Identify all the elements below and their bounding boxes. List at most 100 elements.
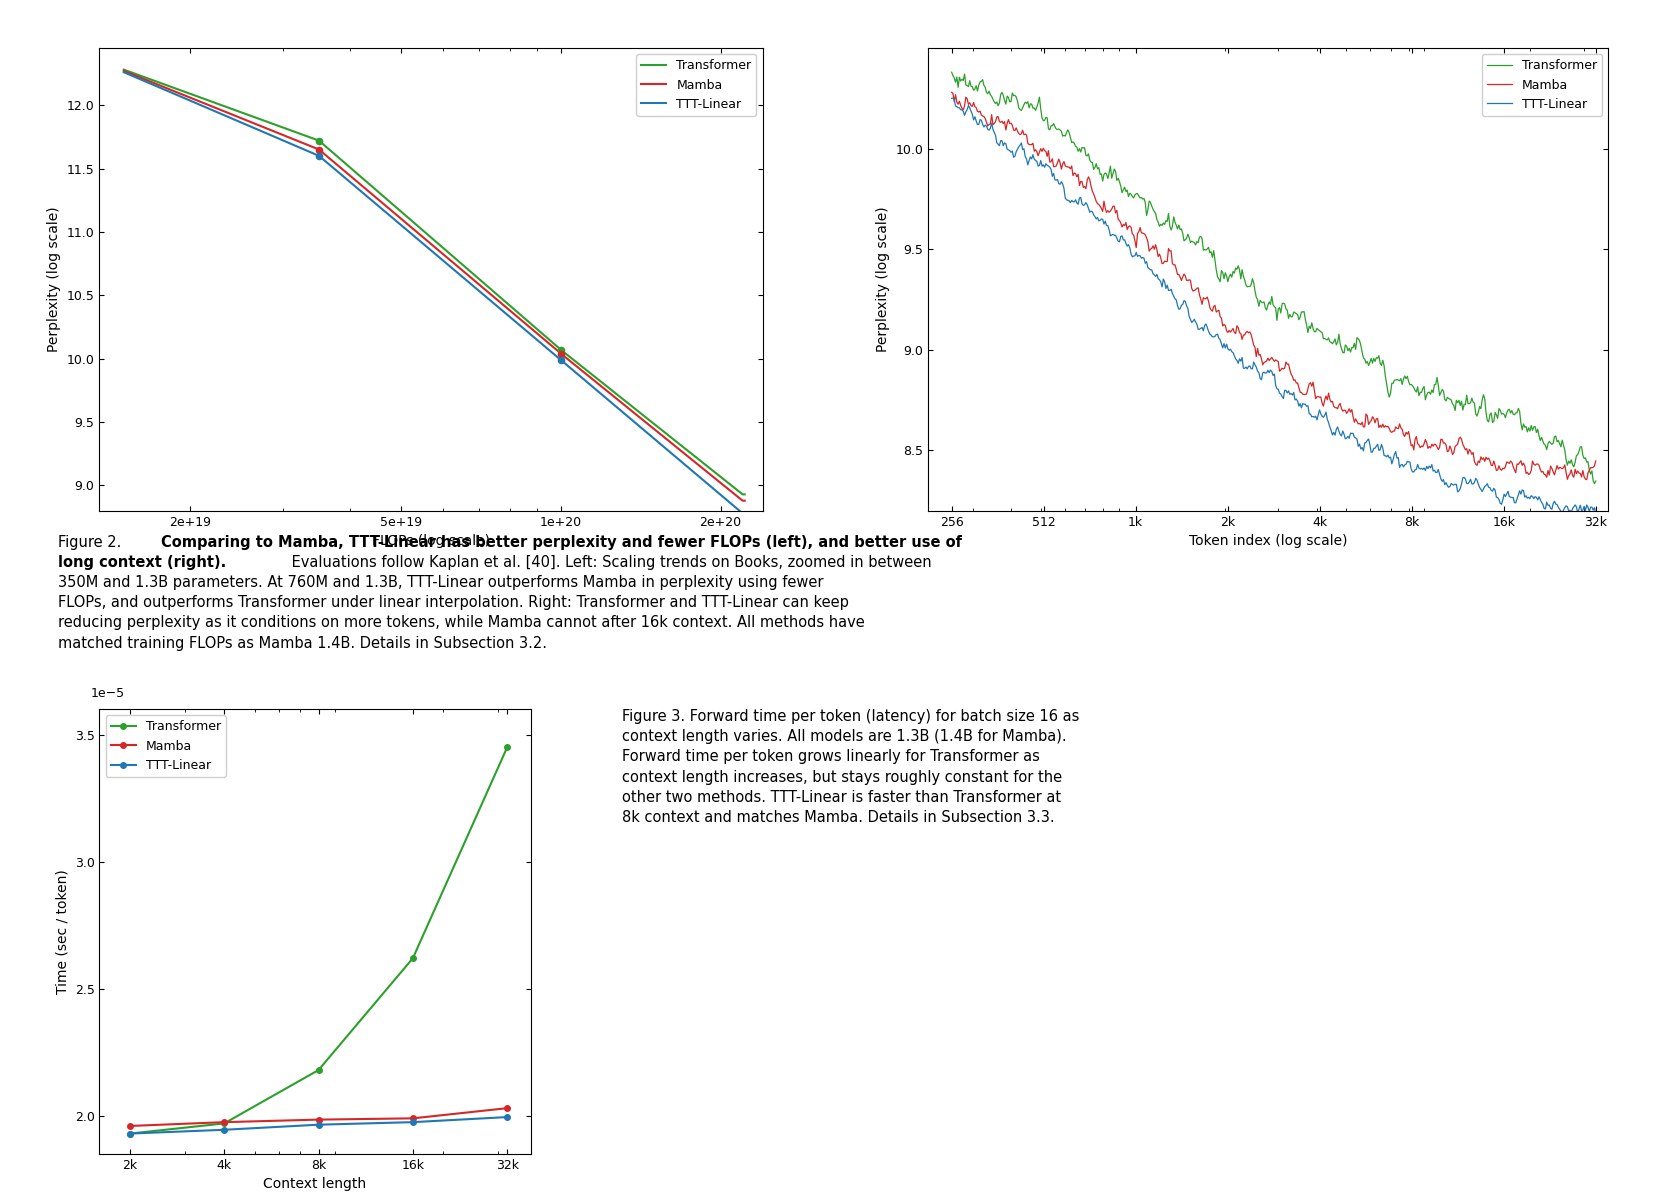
TTT-Linear xyxy=(119,1126,139,1141)
Point xyxy=(305,131,331,150)
Mamba xyxy=(484,290,504,304)
TTT-Linear xyxy=(494,304,514,319)
TTT-Linear xyxy=(1248,365,1268,380)
X-axis label: Token index (log scale): Token index (log scale) xyxy=(1188,534,1347,548)
Mamba xyxy=(941,85,961,100)
Transformer xyxy=(1246,292,1266,307)
Text: context length varies. All models are 1.3B (1.4B for Mamba).: context length varies. All models are 1.… xyxy=(621,730,1065,744)
Text: matched training FLOPs as Mamba 1.4B. Details in Subsection 3.2.: matched training FLOPs as Mamba 1.4B. De… xyxy=(58,636,547,650)
TTT-Linear xyxy=(1470,482,1490,496)
Transformer xyxy=(1324,332,1344,346)
Y-axis label: Perplexity (log scale): Perplexity (log scale) xyxy=(875,207,890,352)
Mamba xyxy=(119,1119,139,1133)
Transformer xyxy=(403,951,423,965)
Line: Mamba: Mamba xyxy=(128,1106,510,1129)
Mamba xyxy=(1324,400,1344,415)
Transformer xyxy=(676,442,696,457)
Mamba xyxy=(114,64,134,78)
Point xyxy=(305,147,331,166)
Mamba xyxy=(1468,456,1488,470)
Point xyxy=(547,340,573,359)
Transformer xyxy=(1569,440,1589,454)
Mamba xyxy=(403,1111,423,1125)
Mamba xyxy=(732,494,752,508)
Transformer xyxy=(636,411,656,426)
Legend: Transformer, Mamba, TTT-Linear: Transformer, Mamba, TTT-Linear xyxy=(636,54,756,115)
Transformer xyxy=(116,64,136,78)
TTT-Linear xyxy=(1291,400,1311,415)
Point xyxy=(305,139,331,159)
Mamba xyxy=(676,448,696,463)
TTT-Linear xyxy=(497,1109,517,1124)
TTT-Linear xyxy=(484,296,504,310)
Text: 8k context and matches Mamba. Details in Subsection 3.3.: 8k context and matches Mamba. Details in… xyxy=(621,810,1054,825)
Transformer xyxy=(481,282,500,297)
TTT-Linear xyxy=(1326,422,1345,436)
Y-axis label: Time (sec / token): Time (sec / token) xyxy=(55,869,70,994)
TTT-Linear xyxy=(734,506,754,520)
Point xyxy=(547,350,573,369)
TTT-Linear xyxy=(941,91,961,106)
Mamba xyxy=(1584,453,1604,468)
Transformer xyxy=(1584,476,1604,490)
Line: TTT-Linear: TTT-Linear xyxy=(128,1114,510,1136)
X-axis label: FLOPs (log scale): FLOPs (log scale) xyxy=(371,534,490,548)
Text: other two methods. TTT-Linear is faster than Transformer at: other two methods. TTT-Linear is faster … xyxy=(621,790,1060,804)
Legend: Transformer, Mamba, TTT-Linear: Transformer, Mamba, TTT-Linear xyxy=(1481,54,1601,115)
Transformer xyxy=(484,284,504,298)
Text: 1e−5: 1e−5 xyxy=(91,688,124,701)
Transformer xyxy=(114,63,134,77)
Transformer xyxy=(1251,294,1271,309)
TTT-Linear xyxy=(1571,504,1591,518)
Transformer xyxy=(214,1117,234,1131)
TTT-Linear xyxy=(1584,507,1604,522)
Mamba xyxy=(308,1112,328,1126)
Text: long context (right).: long context (right). xyxy=(58,555,225,570)
Transformer xyxy=(734,487,754,501)
Transformer xyxy=(308,1063,328,1077)
Mamba xyxy=(214,1115,234,1130)
Text: Forward time per token grows linearly for Transformer as: Forward time per token grows linearly fo… xyxy=(621,750,1039,764)
Line: TTT-Linear: TTT-Linear xyxy=(124,72,744,513)
Mamba xyxy=(494,298,514,313)
Line: Mamba: Mamba xyxy=(951,93,1594,480)
TTT-Linear xyxy=(114,65,134,79)
Line: Transformer: Transformer xyxy=(124,70,744,494)
TTT-Linear xyxy=(732,506,752,520)
Text: Figure 2.: Figure 2. xyxy=(58,535,126,549)
Line: Transformer: Transformer xyxy=(951,72,1594,483)
Transformer xyxy=(119,1126,139,1141)
Line: Mamba: Mamba xyxy=(124,71,744,501)
Text: Evaluations follow Kaplan et al. [40]. Left: Scaling trends on Books, zoomed in : Evaluations follow Kaplan et al. [40]. L… xyxy=(287,555,931,570)
Y-axis label: Perplexity (log scale): Perplexity (log scale) xyxy=(46,207,61,352)
Transformer xyxy=(494,293,514,308)
Transformer xyxy=(1468,399,1488,413)
Transformer xyxy=(941,65,961,79)
Transformer xyxy=(732,487,752,501)
TTT-Linear xyxy=(116,66,136,81)
Transformer xyxy=(1289,310,1309,325)
Point xyxy=(547,344,573,363)
TTT-Linear xyxy=(1253,365,1273,380)
X-axis label: Context length: Context length xyxy=(263,1177,366,1191)
TTT-Linear xyxy=(943,91,963,106)
TTT-Linear xyxy=(214,1123,234,1137)
Mamba xyxy=(481,287,500,302)
Mamba xyxy=(1576,472,1596,487)
Mamba xyxy=(1569,466,1589,481)
Line: TTT-Linear: TTT-Linear xyxy=(951,99,1594,514)
Text: Comparing to Mamba, TTT-Linear has better perplexity and fewer FLOPs (left), and: Comparing to Mamba, TTT-Linear has bette… xyxy=(161,535,961,549)
TTT-Linear xyxy=(403,1115,423,1130)
TTT-Linear xyxy=(636,426,656,440)
Transformer xyxy=(1584,474,1604,488)
Text: Figure 3. Forward time per token (latency) for batch size 16 as: Figure 3. Forward time per token (latenc… xyxy=(621,709,1079,724)
Mamba xyxy=(636,416,656,430)
Mamba xyxy=(734,494,754,508)
Legend: Transformer, Mamba, TTT-Linear: Transformer, Mamba, TTT-Linear xyxy=(106,715,225,776)
Mamba xyxy=(1251,351,1271,365)
Mamba xyxy=(1246,341,1266,356)
Transformer xyxy=(497,740,517,755)
TTT-Linear xyxy=(676,459,696,474)
Mamba xyxy=(1289,385,1309,399)
Text: 350M and 1.3B parameters. At 760M and 1.3B, TTT-Linear outperforms Mamba in perp: 350M and 1.3B parameters. At 760M and 1.… xyxy=(58,576,824,590)
